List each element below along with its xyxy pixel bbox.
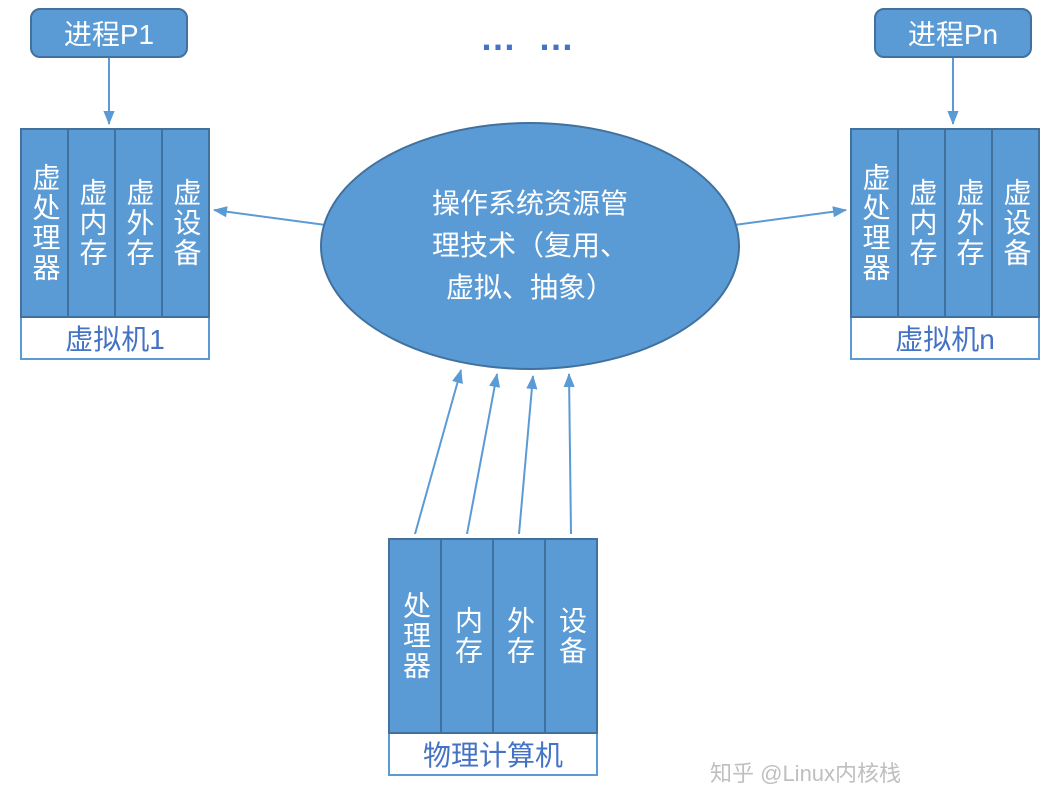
vm1-cell: 虚设备	[163, 128, 210, 318]
process-pn-label: 进程Pn	[908, 13, 998, 53]
center-ellipse: 操作系统资源管 理技术（复用、 虚拟、抽象）	[320, 122, 740, 370]
vm1-label: 虚拟机1	[20, 318, 210, 360]
vm1-group: 虚处理器虚内存虚外存虚设备 虚拟机1	[20, 128, 210, 360]
vm1-cell: 虚内存	[69, 128, 116, 318]
vmn-cell: 虚设备	[993, 128, 1040, 318]
ellipsis-text: … …	[430, 18, 630, 58]
physical-label: 物理计算机	[388, 734, 598, 776]
vmn-cell: 虚内存	[899, 128, 946, 318]
phys-cell: 内存	[442, 538, 494, 734]
process-p1-node: 进程P1	[30, 8, 188, 58]
watermark-text: 知乎 @Linux内核栈	[710, 756, 901, 788]
phys-cell: 设备	[546, 538, 598, 734]
physical-cells: 处理器内存外存设备	[388, 538, 598, 734]
arrow	[519, 376, 533, 534]
vmn-cells: 虚处理器虚内存虚外存虚设备	[850, 128, 1040, 318]
phys-cell: 处理器	[388, 538, 442, 734]
center-ellipse-text: 操作系统资源管 理技术（复用、 虚拟、抽象）	[432, 183, 628, 309]
phys-cell: 外存	[494, 538, 546, 734]
vmn-group: 虚处理器虚内存虚外存虚设备 虚拟机n	[850, 128, 1040, 360]
vmn-cell: 虚处理器	[850, 128, 899, 318]
vmn-label: 虚拟机n	[850, 318, 1040, 360]
vmn-cell: 虚外存	[946, 128, 993, 318]
vm1-cells: 虚处理器虚内存虚外存虚设备	[20, 128, 210, 318]
process-pn-node: 进程Pn	[874, 8, 1032, 58]
process-p1-label: 进程P1	[64, 13, 154, 53]
arrow	[415, 370, 461, 534]
vm1-cell: 虚外存	[116, 128, 163, 318]
arrow	[467, 374, 497, 534]
arrow	[569, 374, 571, 534]
physical-group: 处理器内存外存设备 物理计算机	[388, 538, 598, 776]
vm1-cell: 虚处理器	[20, 128, 69, 318]
